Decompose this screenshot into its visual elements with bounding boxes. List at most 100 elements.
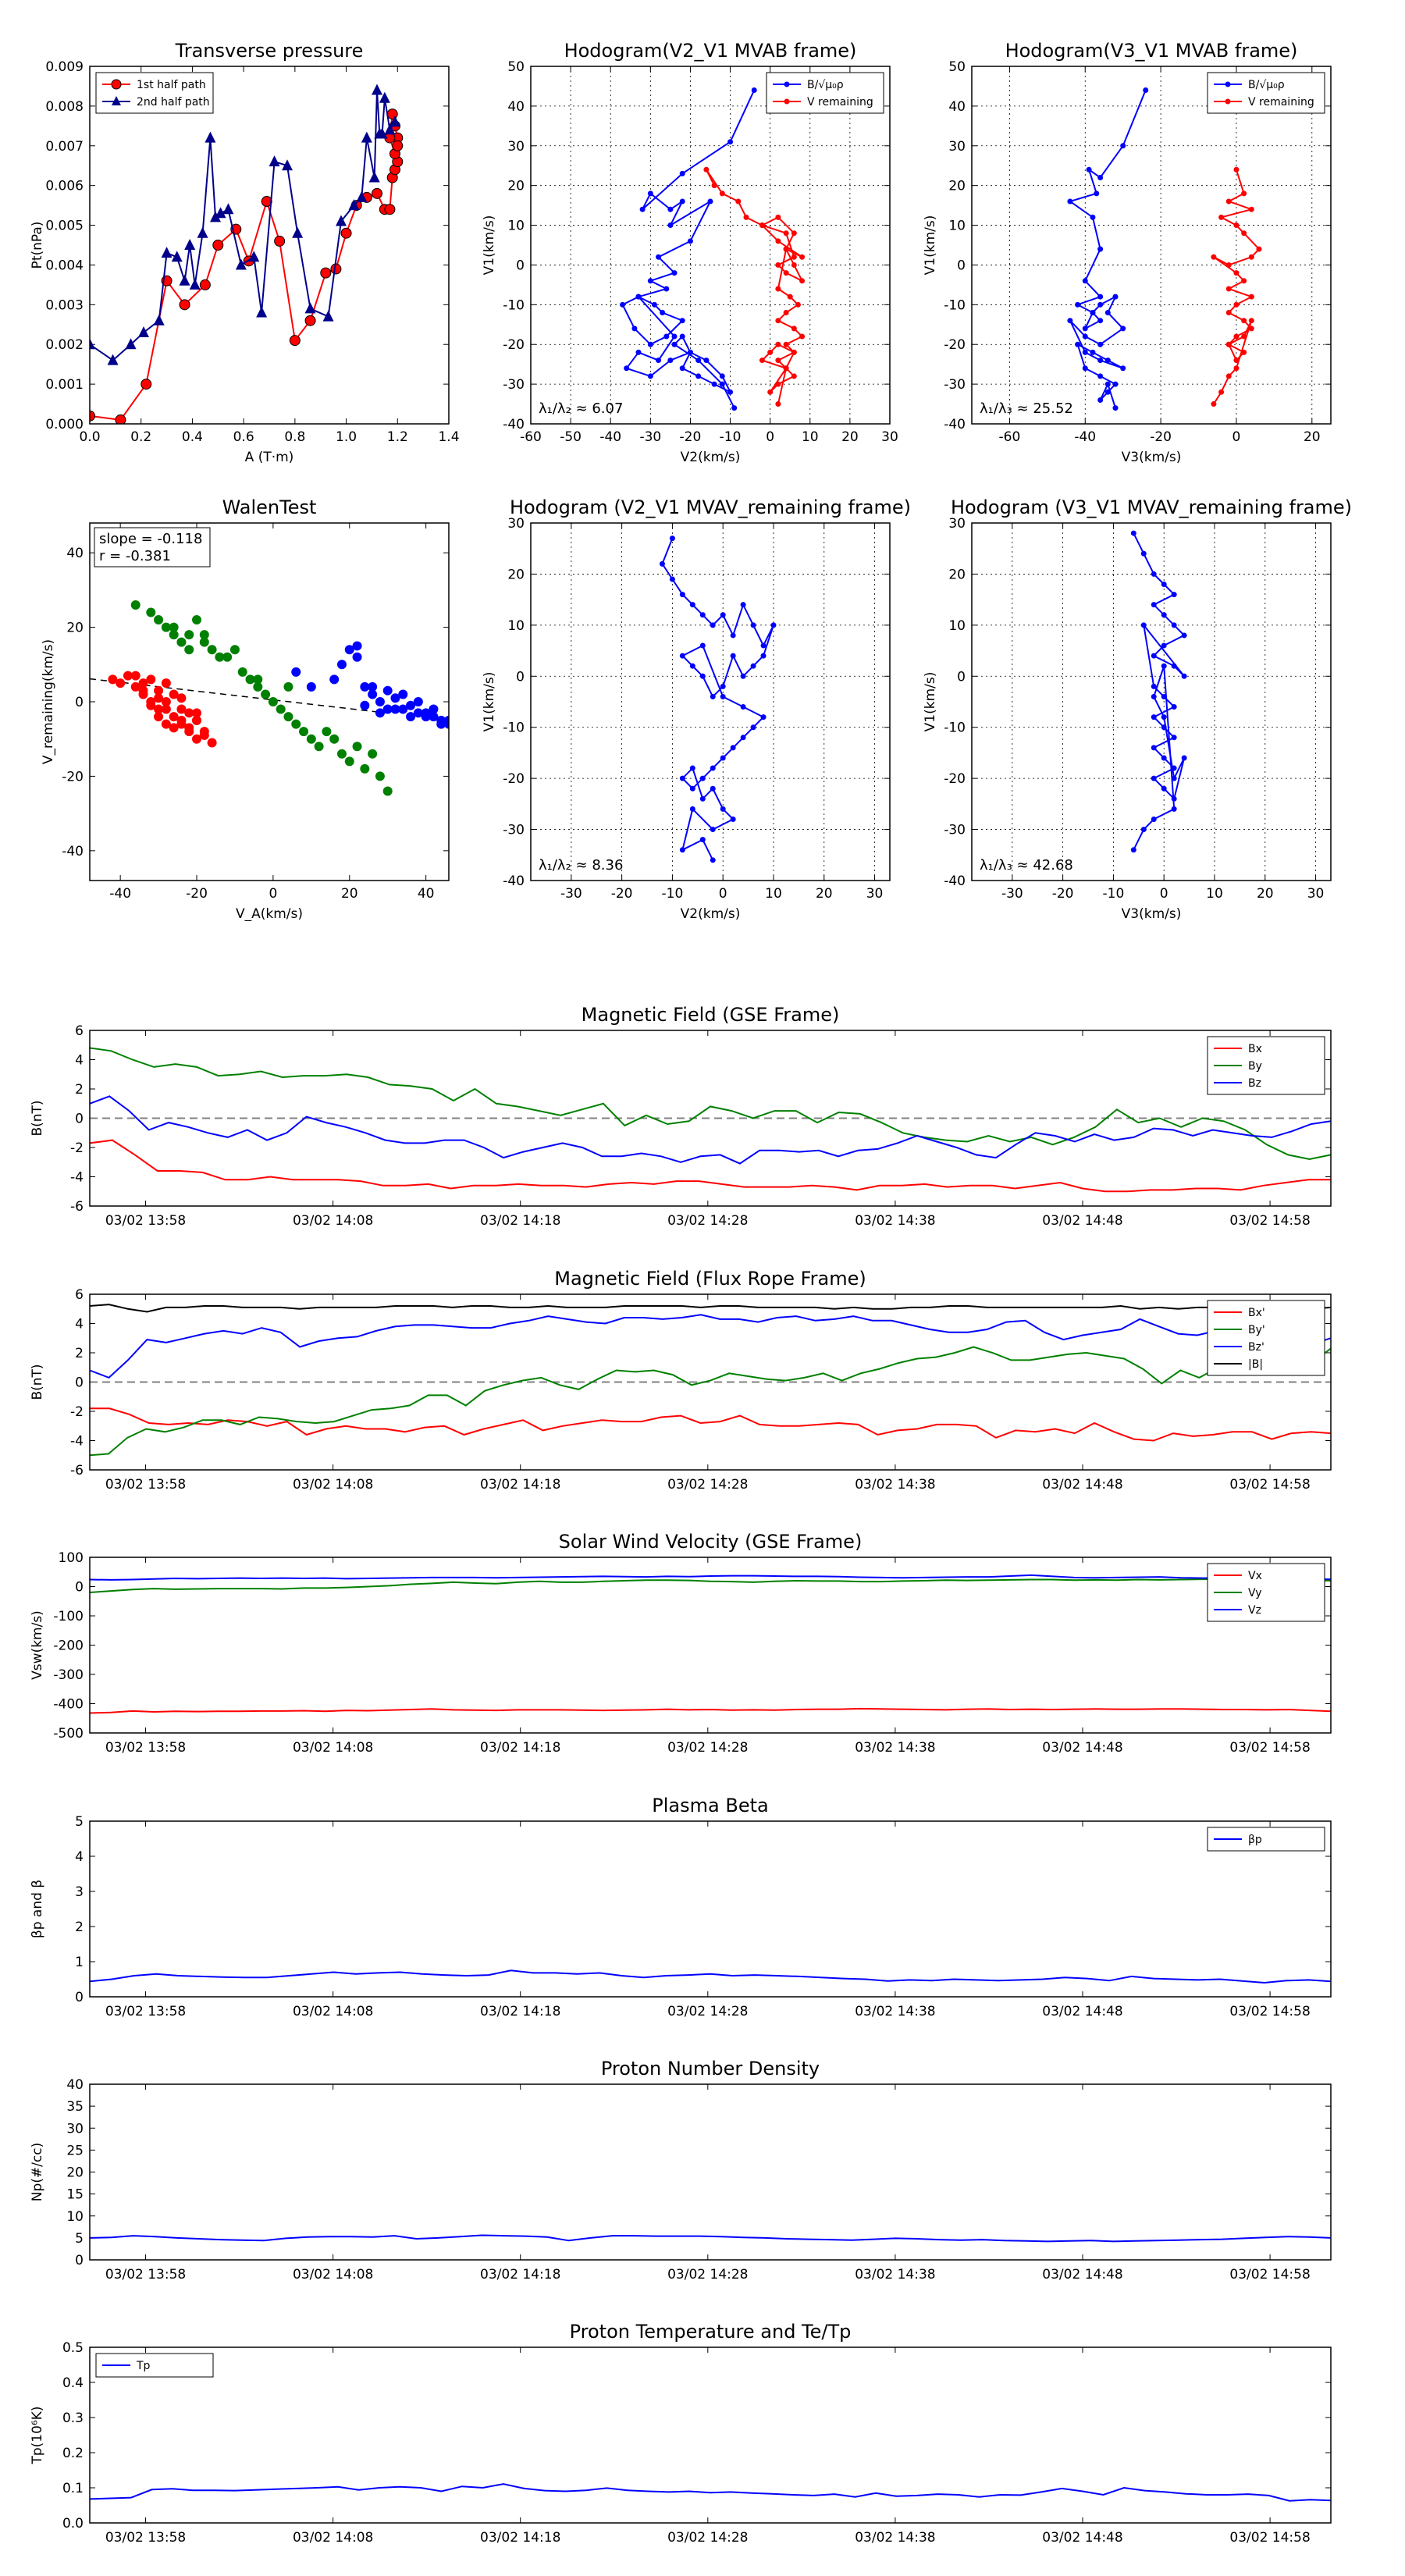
data-point xyxy=(791,349,797,355)
legend-marker xyxy=(1225,98,1231,105)
y-tick-label: 0.006 xyxy=(45,179,84,194)
data-point xyxy=(759,358,765,364)
x-tick-label: 03/02 14:38 xyxy=(855,2004,935,2019)
x-tick-label: 03/02 14:28 xyxy=(667,2267,748,2282)
data-point xyxy=(1218,389,1225,395)
data-point xyxy=(760,653,767,659)
x-tick-label: -40 xyxy=(1074,429,1096,445)
y-tick-label: 20 xyxy=(66,2165,84,2181)
x-tick-label: 03/02 14:58 xyxy=(1229,1213,1310,1229)
data-point xyxy=(767,389,774,395)
data-point xyxy=(356,190,368,202)
y-tick-label: 0 xyxy=(75,1112,84,1127)
data-point xyxy=(1075,341,1081,347)
y-tick-label: 0 xyxy=(75,695,84,710)
y-axis-label: Pt(nPa) xyxy=(30,222,45,269)
chart-ts2: Magnetic Field (Flux Rope Frame) -6 -4 -2 0 2… xyxy=(30,1268,1332,1493)
x-axis-label: V3(km/s) xyxy=(1122,450,1182,465)
y-axis-label: βp and β xyxy=(30,1880,45,1938)
data-point xyxy=(375,771,385,781)
series-line-Bz xyxy=(89,1095,1332,1165)
annotation-frame xyxy=(94,527,211,568)
data-point xyxy=(390,704,400,714)
legend-label: Bz xyxy=(1248,1077,1261,1090)
data-point xyxy=(1104,358,1111,364)
data-point xyxy=(720,693,726,699)
x-tick-label: 03/02 14:18 xyxy=(480,1740,560,1756)
plot-area xyxy=(90,84,404,424)
data-point xyxy=(663,286,670,292)
x-axis-label: V2(km/s) xyxy=(681,450,741,465)
data-point xyxy=(368,681,378,692)
data-point xyxy=(274,235,286,247)
y-tick-label: 30 xyxy=(66,2121,84,2137)
x-tick-label: 03/02 14:08 xyxy=(293,1213,373,1229)
data-point xyxy=(775,341,781,347)
data-point xyxy=(330,263,342,275)
x-tick-label: 0 xyxy=(1160,886,1168,902)
data-point xyxy=(392,140,404,151)
y-tick-label: 20 xyxy=(948,179,966,194)
data-point xyxy=(1112,405,1119,411)
chart-title: Hodogram(V3_V1 MVAB frame) xyxy=(1005,40,1298,62)
data-point xyxy=(138,326,149,337)
y-tick-label: 40 xyxy=(948,99,966,115)
data-point xyxy=(787,294,793,300)
x-tick-label: -20 xyxy=(611,886,633,902)
data-point xyxy=(1097,174,1104,180)
data-point xyxy=(1140,622,1147,628)
data-point xyxy=(140,379,152,390)
data-point xyxy=(116,678,126,688)
y-tick-label: 0.009 xyxy=(45,59,84,75)
legend-marker xyxy=(111,79,122,90)
data-point xyxy=(699,612,706,618)
data-point xyxy=(720,755,726,761)
y-tick-label: -10 xyxy=(503,297,525,313)
data-point xyxy=(291,719,301,729)
data-point xyxy=(775,238,781,244)
chart-title: Proton Temperature and Te/Tp xyxy=(570,2321,852,2343)
data-point xyxy=(189,278,201,290)
y-tick-label: 0.1 xyxy=(62,2481,84,2496)
data-point xyxy=(669,535,675,542)
x-tick-label: -20 xyxy=(1150,429,1172,445)
data-point xyxy=(248,251,260,262)
data-point xyxy=(740,735,746,741)
data-point xyxy=(130,681,140,692)
y-tick-label: 20 xyxy=(948,567,966,582)
annotation-line: r = -0.381 xyxy=(99,548,171,564)
y-tick-label: 4 xyxy=(75,1317,84,1332)
data-point xyxy=(1097,373,1104,379)
data-point xyxy=(161,704,171,714)
data-point xyxy=(743,214,749,220)
y-axis-label: B(nT) xyxy=(30,1100,45,1136)
plot-area xyxy=(659,535,777,863)
data-point xyxy=(1151,683,1157,689)
y-tick-label: 10 xyxy=(507,618,525,634)
x-tick-label: 30 xyxy=(1307,886,1325,902)
data-point xyxy=(703,166,710,173)
data-point xyxy=(375,697,385,706)
y-tick-label: -40 xyxy=(503,873,525,889)
data-point xyxy=(727,389,734,395)
data-point xyxy=(1075,301,1081,308)
data-point xyxy=(647,278,653,284)
data-point xyxy=(679,333,685,340)
data-point xyxy=(90,338,95,350)
data-point xyxy=(1171,735,1177,741)
data-point xyxy=(651,301,657,308)
data-point xyxy=(1181,632,1187,639)
y-tick-label: 0 xyxy=(957,669,966,685)
data-point xyxy=(406,712,416,722)
data-point xyxy=(1256,246,1262,252)
x-tick-label: -10 xyxy=(662,886,684,902)
x-tick-label: 03/02 14:48 xyxy=(1042,2267,1122,2282)
y-tick-label: 0 xyxy=(516,258,525,273)
plot-frame xyxy=(89,1030,1332,1207)
series-1 xyxy=(108,671,217,748)
data-point xyxy=(750,663,756,669)
x-axis-label: V_A(km/s) xyxy=(236,906,303,922)
data-point xyxy=(669,576,675,582)
chart-title: Hodogram (V2_V1 MVAV_remaining frame) xyxy=(510,496,911,518)
